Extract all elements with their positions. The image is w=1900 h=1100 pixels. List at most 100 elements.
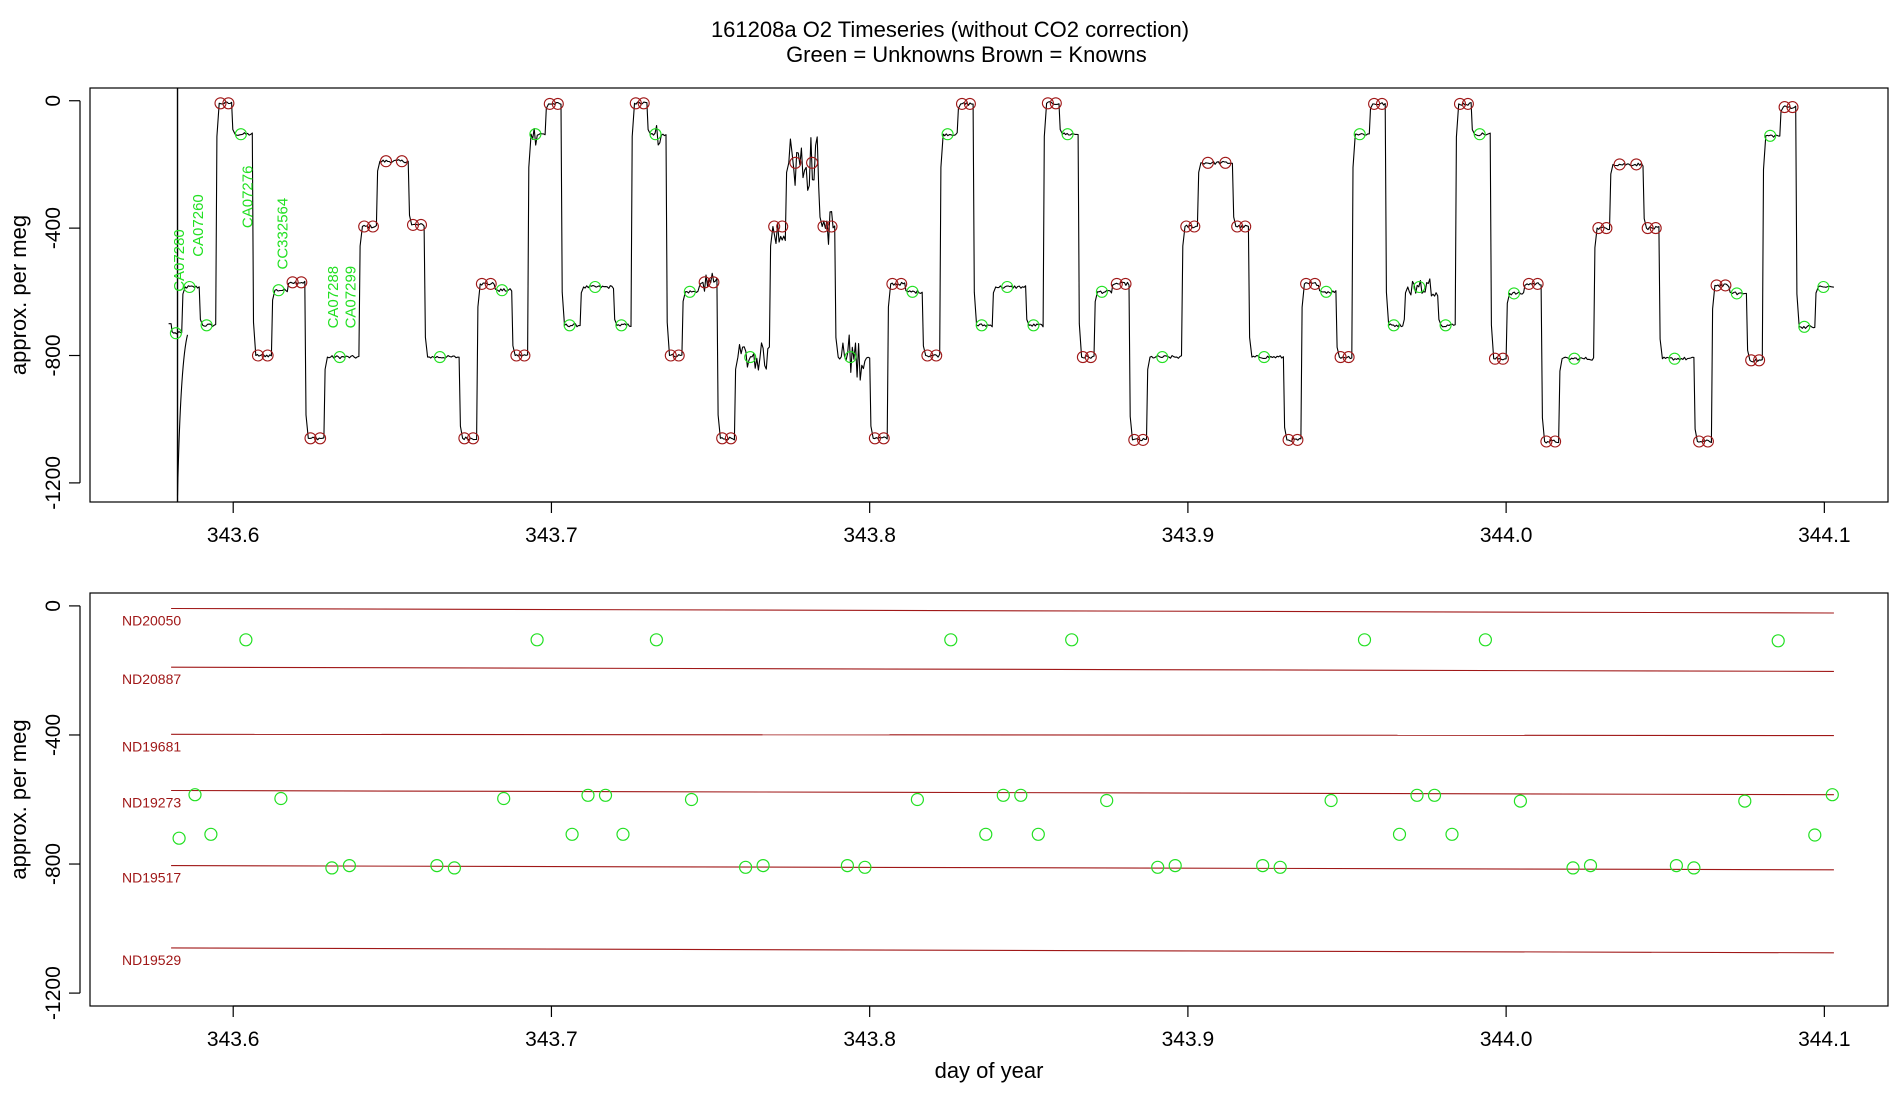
reference-label: ND20887: [122, 671, 181, 687]
unknown-marker: [183, 280, 196, 294]
unknown-marker: [1507, 287, 1521, 300]
x-tick-label: 343.7: [525, 524, 578, 547]
unknown-marker: [169, 327, 182, 340]
known-marker: [806, 156, 819, 169]
unknown-point: [204, 827, 218, 841]
unknown-point: [996, 788, 1010, 802]
known-marker: [543, 97, 556, 110]
reference-line-nd20887: [171, 666, 1834, 672]
known-marker: [1701, 435, 1714, 448]
reference-label: ND20050: [122, 613, 181, 629]
unknown-point: [565, 827, 579, 841]
known-marker: [707, 276, 720, 289]
reference-label: ND19517: [122, 870, 181, 886]
x-axis-label: day of year: [935, 1058, 1044, 1083]
unknown-point: [1168, 858, 1182, 873]
sample-annotation: CA07280: [171, 229, 188, 292]
unknown-point: [910, 792, 925, 807]
unknown-point: [1273, 860, 1287, 874]
unknown-point: [1566, 861, 1580, 875]
unknown-marker: [1568, 352, 1581, 365]
known-marker: [414, 218, 428, 231]
unknown-point: [430, 858, 444, 873]
unknown-point: [1151, 860, 1165, 874]
known-marker: [716, 432, 729, 445]
known-marker: [1368, 97, 1381, 110]
unknown-marker: [1027, 319, 1040, 332]
unknown-marker: [529, 128, 542, 141]
unknown-point: [497, 791, 511, 806]
known-marker: [304, 432, 317, 445]
known-marker: [1308, 277, 1321, 290]
known-marker: [1334, 351, 1347, 364]
unknown-point: [1410, 788, 1424, 802]
unknown-marker: [1061, 128, 1074, 141]
known-marker: [1488, 352, 1502, 365]
sample-annotation: CA07299: [343, 266, 360, 329]
known-marker: [1496, 352, 1509, 365]
known-marker: [551, 97, 564, 110]
unknown-marker: [1156, 351, 1169, 364]
unknown-marker: [433, 351, 446, 364]
unknown-point: [1256, 858, 1270, 873]
known-marker: [963, 97, 976, 110]
known-marker: [1282, 433, 1295, 446]
unknown-marker: [200, 319, 213, 332]
known-marker: [868, 432, 881, 445]
startup-recovery: [176, 334, 189, 496]
unknown-point: [858, 860, 872, 874]
unknown-marker: [941, 128, 954, 141]
unknown-point: [840, 858, 855, 873]
panel-bottom-averages: 343.6 343.7 343.8 343.9 344.0 344.1 0 -400 -800 -…: [6, 592, 1889, 1083]
unknown-point: [649, 633, 664, 647]
known-marker: [314, 432, 327, 445]
y-tick-label: -1200: [42, 966, 65, 1020]
known-marker: [1041, 97, 1054, 110]
y-tick-label: -800: [42, 334, 65, 376]
unknown-point: [325, 861, 339, 875]
unknown-point: [1583, 858, 1598, 873]
x-tick-label: 343.6: [207, 1028, 260, 1051]
unknown-marker: [844, 351, 857, 364]
unknown-marker: [589, 280, 602, 294]
reference-line-nd19529: [171, 947, 1834, 954]
known-marker: [1540, 435, 1553, 448]
unknown-point: [1478, 633, 1493, 647]
known-marker: [877, 432, 890, 445]
unknown-marker: [1668, 352, 1681, 365]
unknown-point: [1687, 861, 1701, 875]
known-marker: [1630, 158, 1643, 171]
unknown-point: [1738, 794, 1752, 808]
unknown-point: [684, 792, 699, 807]
reference-line-nd19681: [171, 733, 1834, 737]
known-marker: [286, 276, 299, 289]
known-marker: [366, 220, 379, 233]
chart-title: 161208a O2 Timeseries (without CO2 corre…: [711, 17, 1189, 42]
known-marker: [1693, 435, 1706, 448]
known-marker: [1710, 279, 1723, 292]
unknown-marker: [272, 284, 285, 297]
unknown-point: [1357, 633, 1372, 647]
known-marker: [261, 349, 274, 362]
unknown-point: [172, 831, 186, 845]
unknown-marker: [1764, 129, 1777, 142]
unknown-marker: [1439, 319, 1452, 332]
known-marker: [672, 349, 685, 362]
known-marker: [1600, 222, 1613, 235]
known-marker: [1531, 277, 1544, 290]
y-tick-label: -400: [42, 207, 65, 249]
known-marker: [1049, 97, 1062, 110]
y-tick-label: -800: [42, 843, 65, 885]
known-marker: [1239, 220, 1252, 233]
unknown-marker: [1258, 351, 1271, 364]
known-marker: [921, 349, 934, 362]
known-marker: [1136, 433, 1150, 446]
unknown-point: [274, 791, 288, 806]
known-marker: [789, 156, 802, 169]
x-tick-label: 343.6: [207, 524, 260, 547]
unknown-point: [239, 633, 253, 647]
unknown-point: [1427, 788, 1442, 802]
plot-frame: [89, 592, 1889, 1007]
known-marker: [1180, 220, 1193, 233]
known-marker: [1076, 351, 1089, 364]
